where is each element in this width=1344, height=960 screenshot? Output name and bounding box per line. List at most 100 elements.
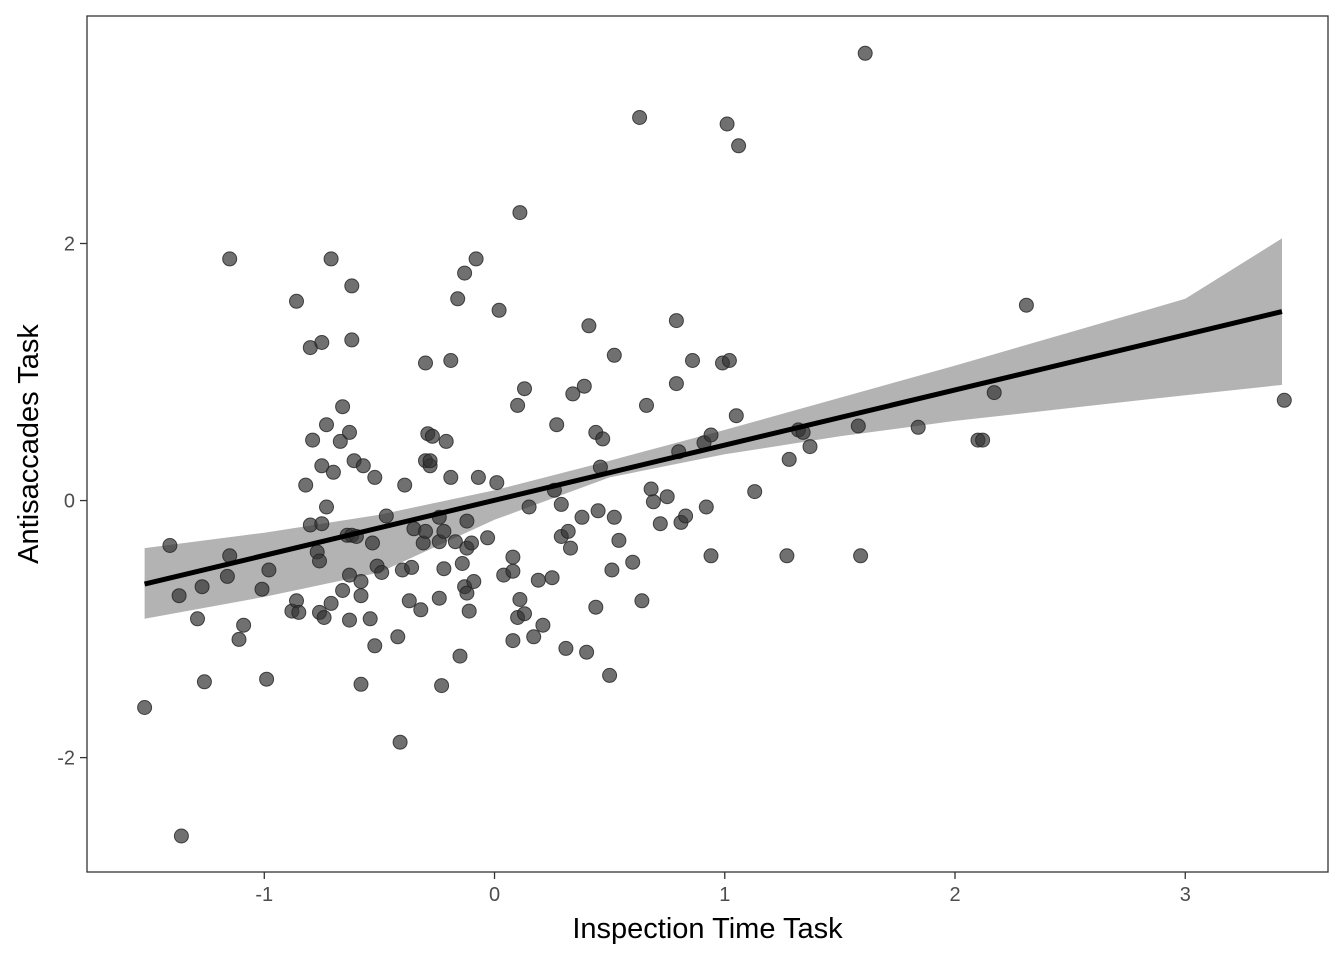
data-point — [606, 509, 622, 525]
data-point — [719, 116, 735, 132]
data-point — [261, 562, 277, 578]
data-point — [703, 548, 719, 564]
data-point — [312, 553, 327, 569]
data-point — [560, 523, 576, 539]
data-point — [374, 565, 390, 580]
data-point — [512, 205, 528, 221]
data-point — [353, 588, 369, 604]
data-point — [781, 451, 797, 467]
data-point — [464, 535, 479, 551]
data-point — [553, 496, 569, 512]
data-point — [404, 559, 420, 575]
data-point — [365, 535, 380, 551]
data-point — [512, 592, 528, 607]
data-point — [802, 439, 818, 455]
data-point — [457, 265, 473, 281]
confidence-band — [144, 238, 1283, 619]
data-point — [517, 606, 532, 622]
data-point — [219, 568, 235, 584]
data-points — [137, 45, 1292, 844]
data-point — [459, 513, 475, 529]
data-point — [505, 549, 521, 565]
x-tick-label: 2 — [949, 884, 960, 906]
data-point — [378, 508, 394, 524]
data-point — [236, 617, 252, 633]
data-point — [602, 667, 618, 683]
data-point — [530, 572, 546, 588]
x-tick-label: 3 — [1180, 884, 1191, 906]
data-point — [595, 431, 611, 447]
data-point — [698, 499, 714, 515]
data-point — [517, 381, 532, 397]
data-point — [231, 631, 247, 647]
data-point — [367, 638, 383, 654]
x-tick-label: 0 — [489, 884, 500, 906]
data-point — [323, 251, 339, 267]
data-point — [335, 399, 351, 415]
data-point — [563, 540, 578, 556]
data-point — [1276, 392, 1292, 408]
data-point — [222, 251, 238, 267]
y-tick-label: 2 — [64, 233, 75, 255]
data-point — [342, 424, 357, 440]
data-point — [731, 138, 747, 154]
data-point — [314, 335, 330, 350]
data-point — [418, 355, 433, 371]
data-point — [611, 532, 627, 548]
data-point — [728, 408, 744, 424]
data-point — [579, 644, 595, 660]
x-tick-label: 1 — [719, 884, 730, 906]
regression-line — [143, 309, 1283, 587]
data-point — [510, 397, 526, 413]
data-point — [325, 464, 341, 480]
data-point — [454, 556, 470, 571]
data-point — [576, 378, 592, 394]
data-point — [747, 484, 763, 500]
data-point — [489, 475, 505, 491]
data-point — [986, 385, 1002, 401]
data-point — [413, 602, 429, 618]
data-point — [461, 603, 477, 619]
y-tick-label: 0 — [64, 491, 75, 513]
data-point — [678, 508, 694, 524]
data-point — [652, 516, 668, 532]
data-point — [289, 293, 304, 309]
data-point — [452, 648, 468, 664]
y-axis: -2 0 2 — [57, 233, 87, 770]
data-point — [535, 617, 551, 633]
data-point — [194, 579, 210, 595]
data-point — [450, 291, 466, 307]
data-point — [355, 458, 371, 474]
x-axis: -1 0 1 2 3 — [255, 872, 1191, 906]
data-point — [604, 562, 620, 578]
data-point — [434, 678, 450, 694]
data-point — [634, 593, 650, 609]
data-point — [319, 499, 334, 515]
data-point — [470, 469, 486, 485]
data-point — [721, 353, 737, 368]
data-point — [332, 433, 348, 449]
data-point — [565, 386, 581, 402]
data-point — [436, 523, 452, 539]
data-point — [362, 611, 378, 627]
data-point — [162, 538, 178, 553]
data-point — [353, 676, 369, 692]
data-point — [668, 376, 684, 392]
data-point — [259, 671, 275, 687]
y-tick-label: -2 — [57, 748, 75, 770]
data-point — [422, 453, 438, 469]
y-axis-title: Antisaccades Task — [13, 324, 45, 564]
data-point — [438, 433, 454, 449]
data-point — [625, 554, 641, 570]
data-point — [459, 585, 475, 601]
data-point — [314, 458, 330, 474]
data-point — [703, 427, 719, 443]
data-point — [397, 477, 413, 493]
data-point — [480, 530, 496, 546]
data-point — [316, 610, 332, 625]
data-point — [574, 509, 590, 525]
data-point — [558, 640, 574, 656]
data-point — [521, 499, 537, 515]
data-point — [424, 428, 440, 444]
data-point — [643, 481, 659, 497]
